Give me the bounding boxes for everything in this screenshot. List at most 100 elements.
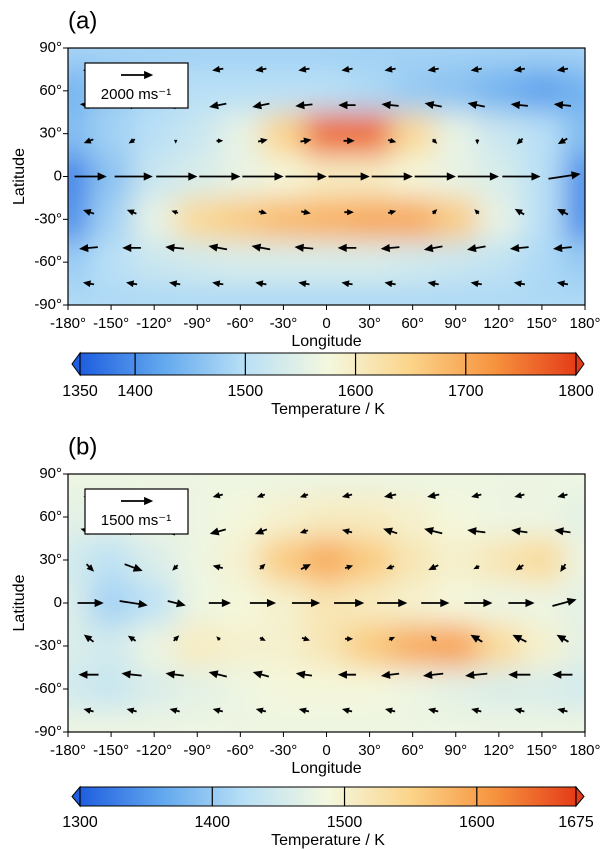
wind-arrow [298,65,310,73]
wind-arrow [124,563,143,572]
temperature-cell [261,283,306,305]
wind-arrow [156,172,198,181]
wind-arrow [285,172,327,181]
temperature-cell [520,48,564,70]
wind-arrow [467,100,485,109]
x-tick-label: 90° [444,742,467,759]
wind-arrow [511,527,528,536]
wind-arrow [556,208,569,216]
wind-arrow [126,209,137,216]
colorbar-tick-label: 1400 [194,814,230,831]
wind-arrow [127,635,137,642]
wind-arrow [383,527,398,536]
y-tick-label: 60° [39,508,62,525]
x-tick-label: -30° [270,315,298,332]
y-tick-label: -60° [34,253,62,270]
wind-arrow [125,280,138,288]
temperature-cell [218,495,263,539]
wind-arrow [387,209,397,216]
wind-arrow [345,636,354,642]
temperature-cell [391,48,435,70]
temperature-cell [391,112,435,156]
wind-arrow [557,492,568,499]
temperature-cell [175,112,220,156]
temperature-cell [132,538,177,582]
temperature-cell [218,710,263,732]
temperature-cell [520,474,564,496]
wind-arrow [212,492,224,499]
temperature-cell [348,283,392,305]
x-tick-label: 60° [401,742,424,759]
temperature-cell [563,538,585,582]
wind-arrow [208,598,231,608]
wind-arrow [299,528,309,534]
x-tick-label: -90° [183,742,211,759]
x-tick-label: 30° [358,742,381,759]
wind-arrow [470,634,483,643]
temperature-cell [132,710,177,732]
x-tick-label: -30° [270,742,298,759]
wind-arrow [427,491,440,499]
wind-arrow [114,172,153,181]
colorbar-tip [71,785,81,808]
temperature-cell [520,538,564,582]
wind-arrow [78,670,99,679]
wind-arrow [254,527,268,535]
temperature-cell [348,495,392,539]
temperature-cell [434,69,478,113]
wind-arrow [473,564,480,570]
x-tick-label: 90° [444,315,467,332]
x-tick-label: -180° [50,315,86,332]
temperature-cell [218,197,263,242]
reference-box [84,488,189,535]
wind-arrow [74,172,107,181]
reference-box [84,62,189,109]
colorbar-tick-label: 1600 [459,814,495,831]
wind-arrow [427,280,439,288]
temperature-cell [391,474,435,496]
wind-arrow [212,707,224,714]
temperature-cell [434,624,478,668]
temperature-cell [261,495,306,539]
wind-arrow [512,634,527,643]
colorbar-tick-label: 1400 [117,383,153,400]
temperature-cell [261,48,306,70]
wind-arrow [77,598,104,608]
wind-arrow [386,564,395,570]
temperature-cell [261,710,306,732]
wind-arrow [255,65,267,73]
temperature-cell [89,283,134,305]
x-tick-label: 150° [526,315,557,332]
wind-arrow [165,243,185,252]
temperature-cell [477,112,521,156]
temperature-cell [348,474,392,496]
reference-arrow [121,70,154,80]
x-tick-label: 30° [358,315,381,332]
wind-arrow [384,65,396,73]
wind-arrow [294,243,314,252]
temperature-cell [477,710,521,732]
x-tick-label: -150° [93,315,129,332]
wind-arrow [466,244,486,253]
wind-arrow [552,670,573,679]
temperature-cell [391,495,435,539]
wind-arrow [464,598,493,608]
wind-arrow [119,599,148,608]
wind-arrow [514,492,525,499]
wind-arrow [467,527,486,536]
wind-arrow [552,597,577,607]
wind-arrow [255,280,267,288]
wind-arrow [259,636,266,641]
temperature-cell [563,48,585,70]
wind-arrow [428,707,439,714]
wind-arrow [381,100,399,110]
colorbar-tick-label: 1700 [448,383,484,400]
wind-arrow [252,101,270,110]
temperature-cell [434,710,478,732]
y-tick-label: 30° [39,125,62,142]
wind-arrow [474,209,480,215]
wind-arrow [508,598,535,608]
wind-arrow [85,563,95,572]
temperature-cell [434,474,478,496]
